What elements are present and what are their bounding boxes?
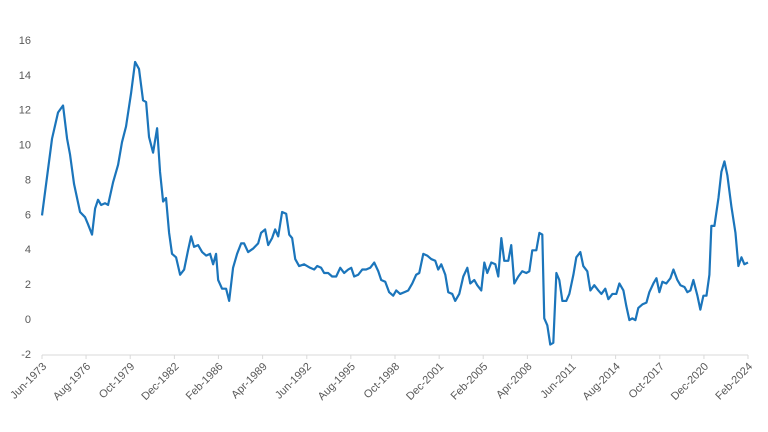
x-tick-label: Aug-1995 [316, 361, 358, 403]
x-tick-label: Aug-2014 [581, 361, 623, 403]
x-tick-label: Oct-1979 [97, 361, 137, 401]
y-tick-label: 10 [19, 140, 31, 152]
x-tick-label: Jun-1992 [273, 361, 314, 402]
x-tick-label: Jun-1973 [8, 361, 49, 402]
x-tick-label: Apr-1989 [229, 361, 269, 401]
y-tick-label: 2 [25, 279, 31, 291]
y-tick-label: 14 [19, 70, 31, 82]
y-tick-label: 16 [19, 35, 31, 47]
y-tick-label: 6 [25, 209, 31, 221]
x-tick-label: Dec-2020 [669, 361, 711, 403]
x-tick-label: Feb-1986 [184, 361, 226, 403]
series-line [40, 60, 749, 346]
y-tick-label: -2 [21, 349, 31, 361]
x-tick-label: Oct-2017 [626, 361, 666, 401]
y-tick-label: 0 [25, 314, 31, 326]
y-tick-label: 4 [25, 244, 31, 256]
x-tick-label: Dec-2001 [404, 361, 446, 403]
x-tick-label: Jun-2011 [538, 361, 578, 401]
x-tick-label: Dec-1982 [139, 361, 181, 403]
x-tick-label: Feb-2024 [713, 361, 755, 403]
x-tick-label: Oct-1998 [362, 361, 402, 401]
x-tick-label: Apr-2008 [494, 361, 534, 401]
x-tick-label: Feb-2005 [449, 361, 491, 403]
x-tick-label: Aug-1976 [51, 361, 93, 403]
y-tick-label: 8 [25, 174, 31, 186]
y-tick-label: 12 [19, 105, 31, 117]
